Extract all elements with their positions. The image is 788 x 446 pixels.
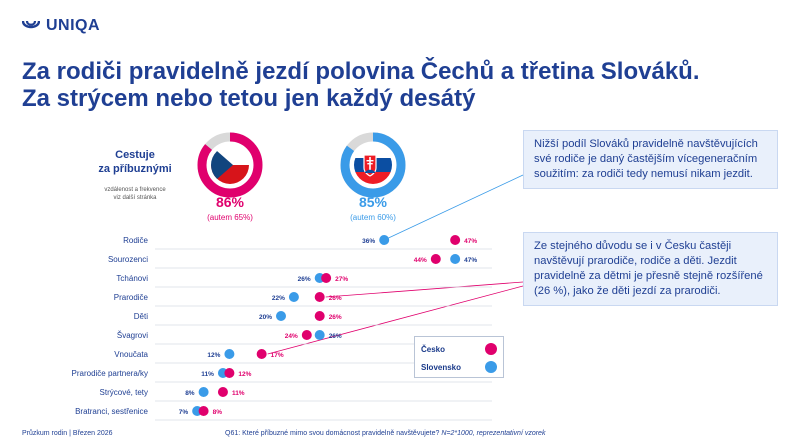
callout-connector-vnoucata	[267, 285, 524, 355]
callout-czech-generations: Ze stejného důvodu se i v Česku častěji …	[523, 232, 778, 306]
dot-slovensko	[450, 254, 461, 264]
title-line-1: Za rodiči pravidelně jezdí polovina Čech…	[22, 58, 700, 85]
section-heading: Cestuje za příbuznými	[95, 148, 175, 176]
dot-cesko	[301, 330, 312, 340]
data-label-cesko: 11%	[232, 390, 245, 397]
legend-label-sk: Slovensko	[421, 362, 462, 372]
dot-cesko	[256, 349, 267, 359]
dot-cesko	[430, 254, 441, 264]
dot-slovensko	[224, 349, 235, 359]
dot-cesko	[321, 273, 332, 283]
data-label-cesko: 8%	[213, 409, 223, 416]
category-label: Prarodiče	[114, 293, 149, 302]
czech-car-note: (autem 65%)	[207, 213, 253, 222]
slovak-donut	[338, 130, 408, 200]
title-line-2: Za strýcem nebo tetou jen každý desátý	[22, 85, 476, 112]
category-label: Rodiče	[123, 236, 148, 245]
data-label-cesko: 24%	[285, 333, 298, 340]
category-label: Bratranci, sestřenice	[75, 407, 148, 416]
section-heading-line-1: Cestuje	[115, 149, 155, 161]
czech-donut-arc	[197, 132, 263, 198]
legend-item-cz: Česko	[421, 343, 501, 355]
category-label: Vnoučata	[114, 350, 148, 359]
data-label-slovensko: 7%	[179, 409, 189, 416]
dot-cesko	[198, 406, 209, 416]
data-label-slovensko: 22%	[272, 295, 285, 302]
category-label: Tchánovi	[116, 274, 148, 283]
chart-legend: Česko Slovensko	[414, 336, 504, 378]
callout-connector-prarodice	[325, 281, 524, 298]
page-title: Za rodiči pravidelně jezdí polovina Čech…	[22, 58, 782, 112]
dot-slovensko	[314, 330, 325, 340]
legend-swatch-cz	[485, 343, 497, 355]
dot-slovensko	[198, 387, 209, 397]
data-label-slovensko: 47%	[464, 257, 477, 264]
legend-item-sk: Slovensko	[421, 361, 501, 373]
czech-percent: 86%	[215, 194, 245, 210]
footer-source: Průzkum rodin | Březen 2026	[22, 430, 113, 437]
category-label: Sourozenci	[108, 255, 148, 264]
section-note-line-1: vzdálenost a frekvence	[104, 187, 166, 193]
data-label-slovensko: 26%	[329, 333, 342, 340]
data-label-slovensko: 26%	[298, 276, 311, 283]
uniqa-logo-icon	[22, 20, 40, 29]
legend-label-cz: Česko	[421, 344, 446, 354]
section-note: vzdálenost a frekvence viz další stránka	[95, 186, 175, 202]
data-label-slovensko: 12%	[207, 352, 220, 359]
data-label-cesko: 26%	[329, 314, 342, 321]
dot-slovensko	[379, 235, 390, 245]
brand-logo: UNIQA	[22, 17, 100, 35]
data-label-cesko: 17%	[271, 352, 284, 359]
category-label: Prarodiče partnera/ky	[72, 369, 148, 378]
data-label-slovensko: 20%	[259, 314, 272, 321]
dot-slovensko	[288, 292, 299, 302]
callout-connector-rodice	[384, 174, 524, 241]
slovak-donut-arc	[340, 132, 406, 198]
data-label-cesko: 47%	[464, 238, 477, 245]
data-label-slovensko: 36%	[362, 238, 375, 245]
czech-donut	[195, 130, 265, 200]
callout-slovak-parents: Nižší podíl Slováků pravidelně navštěvuj…	[523, 130, 778, 189]
data-label-cesko: 26%	[329, 295, 342, 302]
dot-cesko	[450, 235, 461, 245]
dot-cesko	[314, 292, 325, 302]
section-heading-line-2: za příbuznými	[98, 163, 172, 175]
footer-sample-note: N=2*1000, reprezentativní vzorek	[441, 430, 546, 437]
data-label-cesko: 27%	[335, 276, 348, 283]
dot-cesko	[314, 311, 325, 321]
brand-name: UNIQA	[46, 17, 101, 34]
dot-slovensko	[276, 311, 286, 321]
category-label: Švagrovi	[117, 331, 148, 340]
data-label-slovensko: 8%	[185, 390, 195, 397]
slovak-car-note: (autem 60%)	[350, 213, 396, 222]
section-note-line-2: viz další stránka	[113, 195, 157, 201]
footer-question: Q61: Které příbuzné mimo svou domácnost …	[225, 430, 545, 437]
dot-cesko	[217, 387, 228, 397]
category-label: Děti	[134, 312, 148, 321]
data-label-cesko: 12%	[238, 371, 251, 378]
legend-swatch-sk	[485, 361, 497, 373]
slovak-flag-icon	[354, 146, 392, 184]
category-label: Strýcové, tety	[100, 388, 148, 397]
slovak-percent: 85%	[358, 194, 388, 210]
data-label-cesko: 44%	[414, 257, 427, 264]
dot-cesko	[224, 368, 235, 378]
data-label-slovensko: 11%	[201, 371, 214, 378]
footer-question-text: Q61: Které příbuzné mimo svou domácnost …	[225, 430, 440, 437]
czech-flag-icon	[211, 146, 249, 184]
